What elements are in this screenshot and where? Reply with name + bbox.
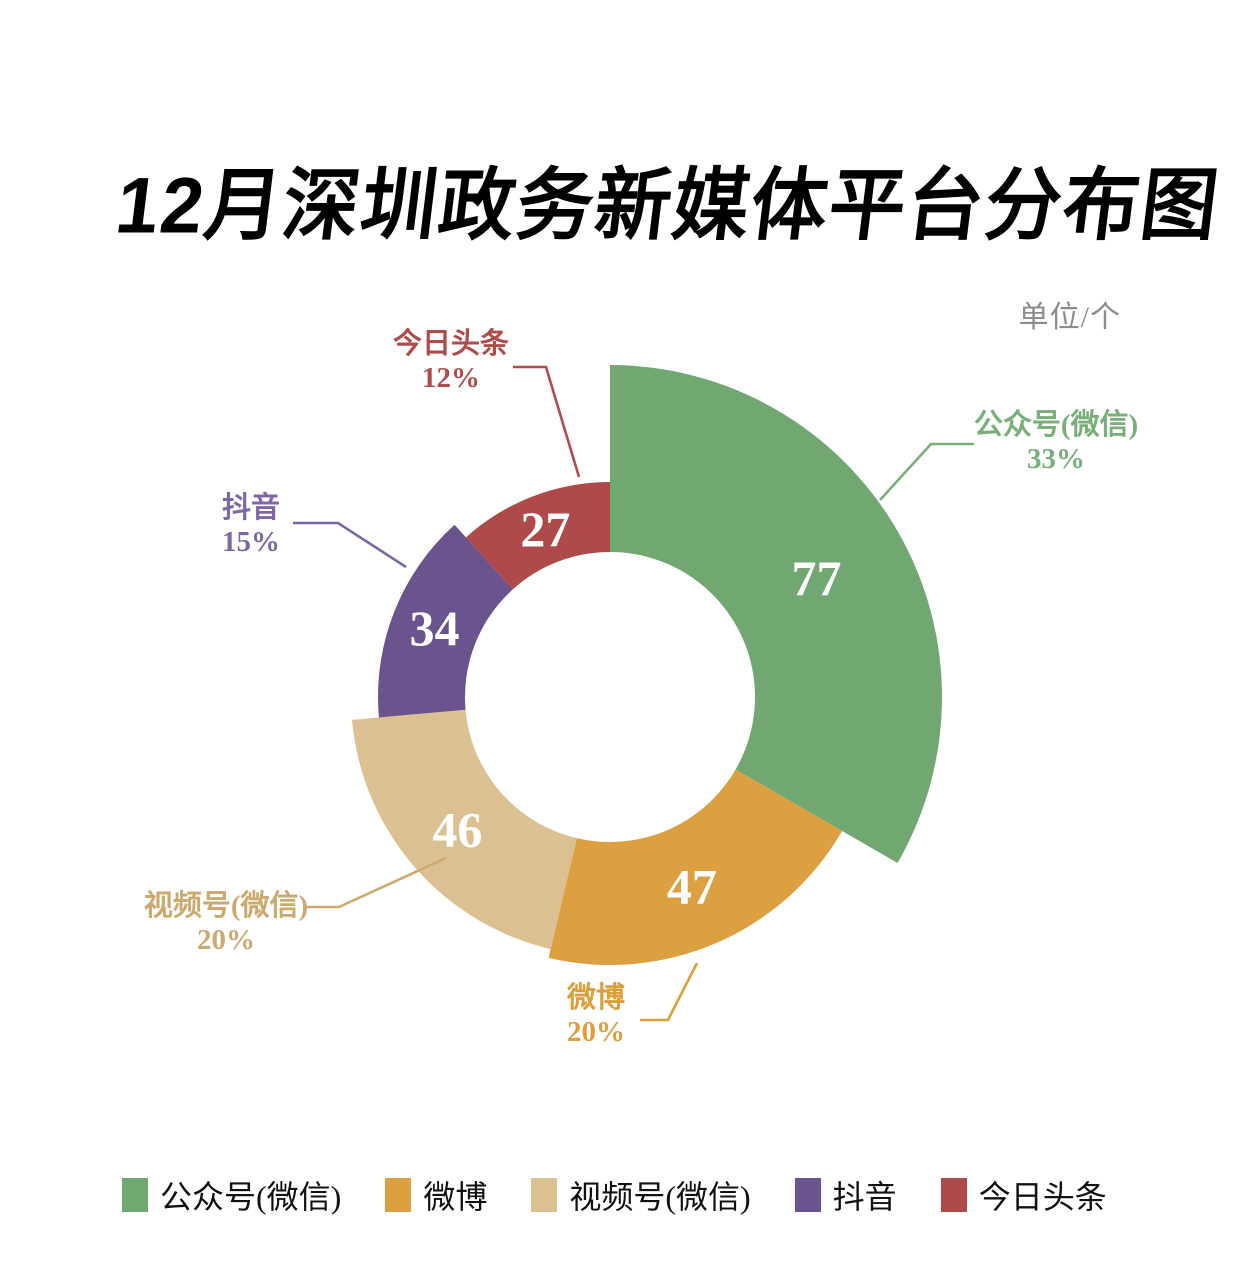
legend-swatch <box>531 1178 558 1212</box>
callout-label: 公众号(微信) <box>974 408 1138 441</box>
legend-label: 微博 <box>423 1179 488 1215</box>
donut-segment-公众号(微信) <box>610 365 942 863</box>
chart-legend: 公众号(微信) 微博 视频号(微信) 抖音 今日头条 <box>122 1172 1162 1218</box>
callout-label: 今日头条 <box>393 326 509 360</box>
callout-label: 视频号(微信) <box>144 889 308 922</box>
segment-value: 34 <box>410 600 460 656</box>
callout-label: 抖音 <box>222 490 280 524</box>
callout-percent: 20% <box>197 924 255 956</box>
legend-label: 今日头条 <box>978 1179 1107 1215</box>
segment-value: 27 <box>520 501 570 557</box>
callout-percent: 33% <box>1027 443 1085 475</box>
segment-value: 77 <box>792 550 842 606</box>
legend-item: 今日头条 <box>940 1172 1107 1218</box>
legend-swatch <box>794 1178 821 1212</box>
legend-item: 视频号(微信) <box>531 1172 751 1218</box>
callout-line <box>304 856 447 909</box>
segment-value: 46 <box>432 801 482 857</box>
segment-value: 47 <box>667 859 717 915</box>
callout-line <box>640 962 699 1022</box>
legend-item: 公众号(微信) <box>122 1172 341 1218</box>
callout-percent: 20% <box>567 1016 625 1048</box>
legend-swatch <box>385 1178 412 1212</box>
callout-label: 微博 <box>566 981 625 1014</box>
donut-segment-今日头条 <box>465 482 610 590</box>
donut-segment-视频号(微信) <box>352 709 577 950</box>
donut-segment-抖音 <box>378 524 513 718</box>
callout-line <box>293 521 407 569</box>
donut-segment-微博 <box>548 769 843 965</box>
legend-item: 微博 <box>385 1172 487 1218</box>
legend-label: 公众号(微信) <box>160 1179 342 1215</box>
unit-label: 单位/个 <box>1018 301 1121 334</box>
legend-label: 视频号(微信) <box>569 1179 751 1215</box>
legend-label: 抖音 <box>832 1179 897 1215</box>
legend-swatch <box>940 1178 967 1212</box>
legend-item: 抖音 <box>794 1172 897 1218</box>
callout-percent: 15% <box>222 526 280 558</box>
legend-swatch <box>122 1178 148 1212</box>
callout-line <box>513 365 581 478</box>
callout-line <box>879 442 974 501</box>
callout-percent: 12% <box>422 362 480 394</box>
